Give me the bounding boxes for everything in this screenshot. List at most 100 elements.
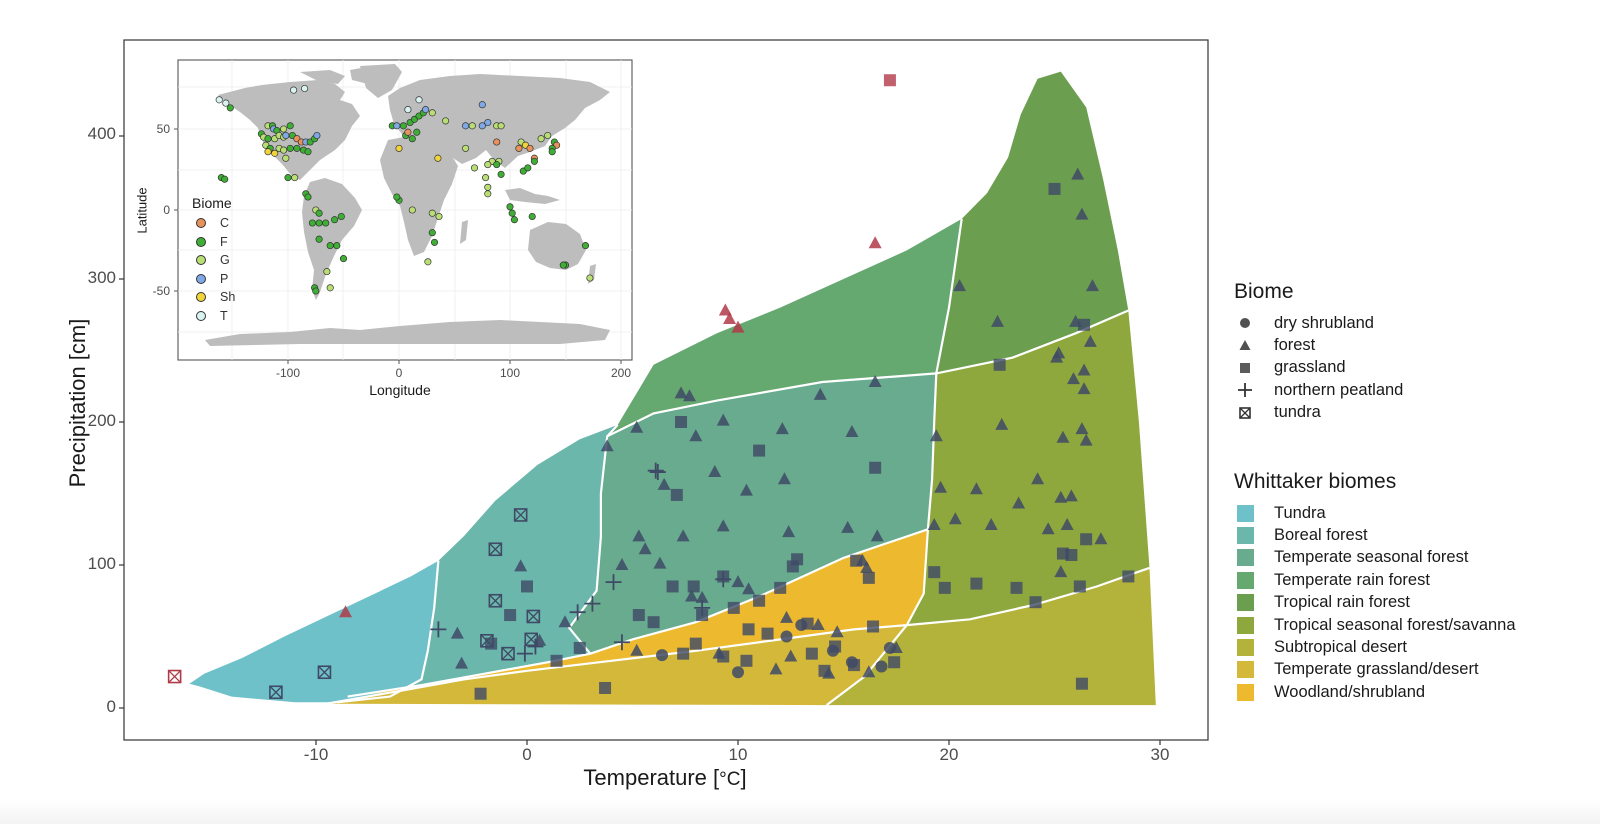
- inset-legend-title: Biome: [192, 195, 232, 211]
- point-forest: [813, 387, 827, 400]
- point-forest: [870, 529, 884, 542]
- point-grassland: [1080, 533, 1093, 546]
- inset-site-F: [497, 170, 505, 178]
- point-grassland: [1073, 580, 1086, 593]
- point-grassland: [818, 664, 831, 677]
- point-northern-peatland: [527, 638, 544, 655]
- inset-site-F: [430, 238, 439, 246]
- inset-site-P: [484, 118, 492, 127]
- boxed-x-icon: [1234, 404, 1256, 422]
- point-grassland: [867, 620, 880, 633]
- point-forest: [991, 314, 1005, 327]
- dot-icon: [196, 236, 206, 247]
- point-grassland: [970, 577, 983, 590]
- point-tundra: [526, 609, 541, 624]
- point-tundra: [501, 646, 515, 661]
- color-legend-item: Boreal forest: [1234, 524, 1516, 546]
- point-grassland: [474, 687, 487, 700]
- point-forest: [1071, 167, 1085, 180]
- point-forest: [1075, 422, 1089, 435]
- inset-site-P: [478, 101, 486, 109]
- inset-site-F: [493, 161, 501, 169]
- inset-site-G: [586, 274, 594, 282]
- point-forest: [450, 626, 464, 639]
- region-temperate-rain-forest: [607, 218, 962, 437]
- ytick-300: 300: [87, 268, 116, 287]
- color-legend-item: Temperate grassland/desert: [1234, 659, 1516, 681]
- color-swatch: [1236, 683, 1254, 701]
- point-grassland: [677, 647, 690, 660]
- point-forest: [600, 439, 614, 452]
- point-tundra: [317, 665, 332, 680]
- dot-icon: [196, 255, 206, 266]
- point-grassland: [938, 581, 951, 594]
- point-forest: [775, 422, 789, 435]
- point-grassland: [869, 461, 882, 474]
- inset-site-G: [280, 125, 288, 133]
- point-grassland: [550, 654, 563, 667]
- inset-site-G: [282, 154, 290, 162]
- inset-site-F: [331, 216, 339, 224]
- inset-site-F: [508, 209, 516, 217]
- point-forest: [1083, 334, 1097, 347]
- point-dry-shrubland: [875, 660, 888, 673]
- point-forest: [1056, 430, 1070, 443]
- point-forest: [653, 556, 667, 569]
- point-grassland: [687, 580, 700, 593]
- point-dry-shrubland: [845, 656, 858, 669]
- point-forest: [929, 429, 943, 442]
- inset-site-G: [484, 161, 492, 169]
- color-swatch: [1236, 527, 1254, 545]
- inset-legend-item: Sh: [192, 288, 235, 307]
- inset-site-G: [482, 174, 490, 182]
- point-northern-peatland: [516, 645, 533, 662]
- point-forest: [1041, 522, 1055, 535]
- inset-site-P: [393, 122, 401, 130]
- point-grassland: [717, 650, 730, 663]
- inset-legend-item: C: [192, 214, 235, 233]
- point-grassland: [753, 594, 766, 607]
- color-legend-item: Temperate seasonal forest: [1234, 547, 1516, 569]
- biome-shape-legend: Biome dry shrubland forest grassland northe…: [1234, 280, 1403, 424]
- inset-site-G: [470, 164, 479, 172]
- xtick-30: 30: [1150, 745, 1170, 764]
- point-tundra: [269, 685, 283, 700]
- inset-xtick-0: 0: [395, 366, 403, 380]
- point-forest: [731, 575, 745, 588]
- point-northern-peatland: [694, 599, 711, 616]
- point-dry-shrubland: [780, 630, 793, 643]
- point-dry-shrubland: [656, 649, 669, 662]
- point-forest: [716, 413, 730, 426]
- point-forest: [708, 465, 722, 478]
- point-forest: [860, 560, 874, 573]
- point-forest: [685, 589, 699, 602]
- inset-site-F: [312, 287, 320, 295]
- inset-site-F: [293, 144, 301, 152]
- region-woodland-shrubland: [347, 529, 928, 697]
- inset-site-G: [428, 109, 436, 117]
- inset-site-G: [435, 212, 443, 221]
- shape-legend-item: northern peatland: [1234, 379, 1403, 401]
- axis-ticks: [119, 135, 1161, 745]
- point-forest: [689, 429, 703, 442]
- inset-xlabel: Longitude: [369, 382, 431, 398]
- circle-icon: [1234, 314, 1256, 332]
- inset-legend-item: F: [192, 233, 235, 252]
- point-grassland: [1122, 570, 1135, 583]
- color-legend-item: Tropical rain forest: [1234, 592, 1516, 614]
- point-grassland: [1048, 182, 1061, 195]
- inset-site-F: [581, 242, 590, 250]
- point-forest: [1052, 346, 1066, 359]
- point-grassland: [504, 609, 517, 622]
- point-forest: [630, 420, 644, 433]
- inset-site-Sh: [395, 144, 403, 152]
- point-tundra: [167, 669, 182, 684]
- shape-legend-item: grassland: [1234, 357, 1403, 379]
- point-forest: [682, 389, 696, 402]
- inset-legend-item: P: [192, 270, 235, 289]
- inset-site-P: [462, 122, 470, 130]
- inset-site-F: [339, 255, 348, 263]
- point-grassland: [850, 554, 863, 567]
- inset-site-F: [559, 261, 567, 269]
- inset-site-C: [404, 128, 412, 136]
